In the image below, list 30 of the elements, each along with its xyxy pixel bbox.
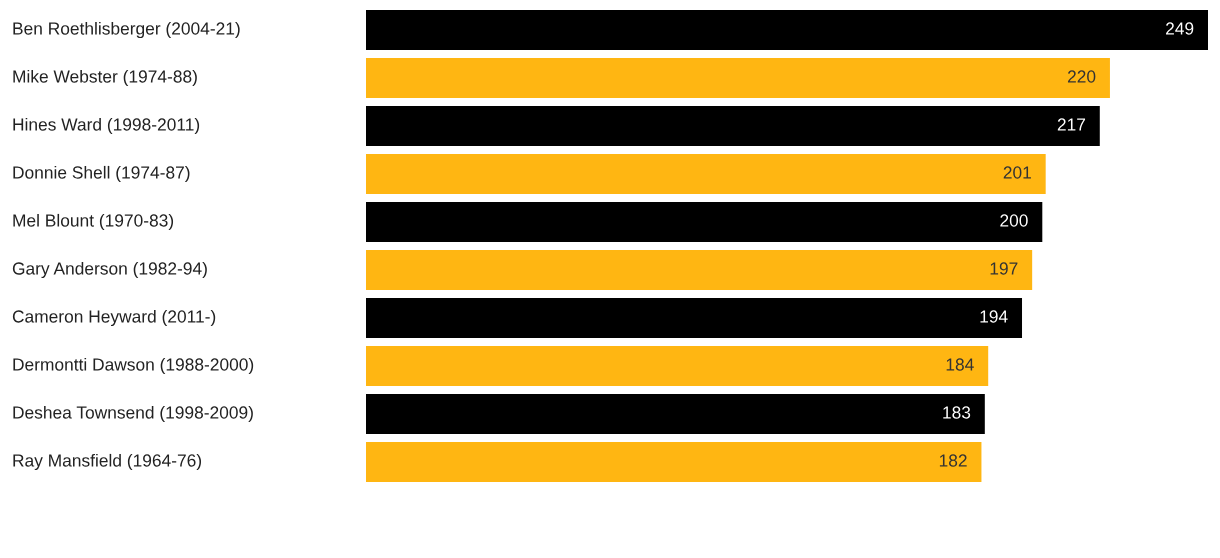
data-label: 217 xyxy=(1057,118,1086,131)
y-tick-label: Donnie Shell (1974-87) xyxy=(13,165,190,183)
data-label: 194 xyxy=(980,310,1008,323)
bar xyxy=(366,394,985,434)
data-label: 200 xyxy=(1000,214,1028,227)
y-tick-label: Gary Anderson (1982-94) xyxy=(12,261,207,279)
bar xyxy=(366,202,1043,242)
data-label: 220 xyxy=(1067,70,1096,83)
y-tick-label: Mel Blount (1970-83) xyxy=(13,213,174,231)
y-tick-label: Cameron Heyward (2011-) xyxy=(12,309,216,327)
bar xyxy=(366,10,1208,50)
data-label: 197 xyxy=(990,262,1018,275)
data-label: 182 xyxy=(939,454,967,467)
bar xyxy=(366,154,1046,194)
bar xyxy=(366,250,1033,290)
y-tick-label: Hines Ward (1998-2011) xyxy=(13,117,200,135)
bar xyxy=(366,106,1100,146)
data-label: 201 xyxy=(1003,166,1031,179)
data-label: 184 xyxy=(946,358,974,371)
y-tick-label: Ray Mansfield (1964-76) xyxy=(13,453,202,471)
bar xyxy=(366,442,982,482)
data-label: 249 xyxy=(1166,22,1194,35)
y-tick-label: Deshea Townsend (1998-2009) xyxy=(13,405,253,423)
y-tick-label: Dermontti Dawson (1988-2000) xyxy=(13,357,254,375)
y-tick-label: Ben Roethlisberger (2004-21) xyxy=(13,21,240,39)
y-tick-label: Mike Webster (1974-88) xyxy=(13,69,197,87)
bar xyxy=(366,346,989,386)
bar xyxy=(366,58,1110,98)
data-label: 183 xyxy=(943,406,971,419)
bar xyxy=(366,298,1023,338)
